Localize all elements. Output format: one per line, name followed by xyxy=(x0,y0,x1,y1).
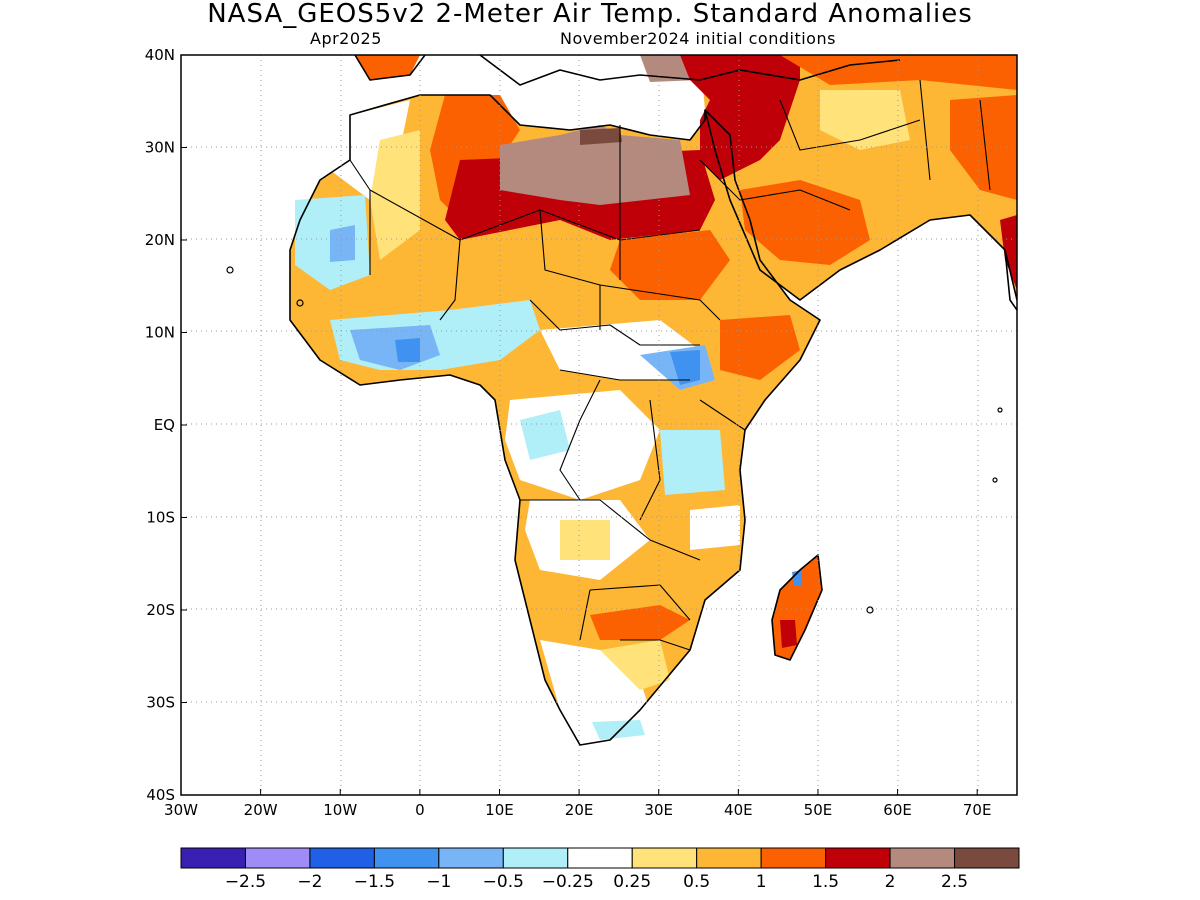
init-conditions-label: November2024 initial conditions xyxy=(560,29,836,48)
lat-tick-label: 40N xyxy=(145,46,175,64)
lon-tick-label: 30E xyxy=(644,801,673,819)
canary-island xyxy=(296,299,304,307)
europe-coastline xyxy=(354,55,901,86)
lat-tick-label: 30S xyxy=(146,694,175,712)
lat-tick-label: 40S xyxy=(146,786,175,804)
anomaly-cyan-sa-coast xyxy=(592,720,645,740)
grid-lines xyxy=(181,55,1017,795)
colorbar-swatch xyxy=(760,847,827,869)
anomaly-orange-botswana xyxy=(590,605,690,640)
colorbar-label: −1.5 xyxy=(354,872,395,892)
colorbar-label: −2.5 xyxy=(225,872,266,892)
anomaly-pos025-sa xyxy=(600,640,670,690)
colorbar-swatch xyxy=(889,847,956,869)
anomaly-white-europe xyxy=(420,55,640,95)
madagascar-coastline xyxy=(771,554,823,661)
valid-month-label: Apr2025 xyxy=(310,29,382,48)
lat-tick-label: 10S xyxy=(146,509,175,527)
colorbar-label: −0.5 xyxy=(483,872,524,892)
india-coastline xyxy=(1004,249,1017,311)
anomaly-darkbrown-libya xyxy=(580,128,622,145)
lon-tick-label: 50E xyxy=(804,801,833,819)
anomaly-orange-arabia xyxy=(740,180,870,265)
anomaly-pos025-angola xyxy=(560,520,610,560)
lat-tick-label: 30N xyxy=(145,139,175,157)
lon-tick-label: 60E xyxy=(883,801,912,819)
anomaly-blue-w xyxy=(330,225,355,262)
lon-tick-label: 10E xyxy=(485,801,514,819)
colorbar-swatch xyxy=(631,847,698,869)
maldives-island xyxy=(997,407,1003,413)
anomaly-brown-sahara xyxy=(500,125,690,205)
lat-tick-label: 20S xyxy=(146,601,175,619)
latitude-axis: 40N 30N 20N 10N EQ 10S 20S 30S 40S xyxy=(145,46,187,804)
anomaly-blue-wafrica2 xyxy=(395,338,420,362)
lon-tick-label: 30W xyxy=(164,801,198,819)
colorbar-swatch xyxy=(954,847,1020,869)
anomaly-red-spain xyxy=(355,55,420,80)
colorbar-label: 0.25 xyxy=(613,872,651,892)
colorbar-swatch xyxy=(438,847,504,869)
lon-tick-label: 20W xyxy=(244,801,278,819)
colorbar-swatch xyxy=(825,847,891,869)
anomaly-orange-horn xyxy=(720,315,800,380)
colorbar-swatch xyxy=(244,847,311,869)
anomaly-blue-madagascar xyxy=(792,570,802,586)
anomaly-white-se xyxy=(690,505,740,550)
colorbar-swatch xyxy=(180,847,246,869)
lon-tick-label: 70E xyxy=(963,801,992,819)
anomaly-cyan-tanzania xyxy=(660,430,725,495)
chart-title: NASA_GEOS5v2 2-Meter Air Temp. Standard … xyxy=(207,0,973,29)
lon-tick-label: 40E xyxy=(724,801,753,819)
anomaly-orange-pakistan xyxy=(950,95,1017,200)
lon-tick-label: 10W xyxy=(323,801,357,819)
mauritius-island xyxy=(866,606,874,614)
colorbar-label: 1.5 xyxy=(812,872,839,892)
africa-coastline xyxy=(289,94,821,746)
cape-verde-island xyxy=(226,266,234,274)
longitude-axis: 30W 20W 10W 0 10E 20E 30E 40E 50E 60E 70E xyxy=(164,789,991,819)
map-area xyxy=(226,55,1017,746)
colorbar-label: −1 xyxy=(426,872,451,892)
lat-tick-label: 10N xyxy=(145,324,175,342)
colorbar-label: −2 xyxy=(297,872,322,892)
anomaly-red-madagascar xyxy=(780,620,797,648)
anomaly-pos025-w xyxy=(370,130,420,260)
anomaly-cyan-congo xyxy=(520,410,570,460)
country-borders xyxy=(349,79,991,651)
chagos-island xyxy=(992,477,998,483)
anomaly-red-india xyxy=(1000,215,1017,290)
lon-tick-label: 20E xyxy=(565,801,594,819)
anomaly-orange-sudan xyxy=(610,230,730,300)
lat-tick-label: 20N xyxy=(145,231,175,249)
colorbar: −2.5 −2 −1.5 −1 −0.5 −0.25 0.25 0.5 1 1.5 2 2.5 xyxy=(180,847,1020,892)
colorbar-label: 0.5 xyxy=(683,872,710,892)
anomaly-pos025-arabia xyxy=(820,90,910,150)
colorbar-label: 2.5 xyxy=(941,872,968,892)
anomaly-blue-ethiopia2 xyxy=(670,350,700,385)
colorbar-label: 1 xyxy=(756,872,767,892)
colorbar-label: 2 xyxy=(885,872,896,892)
colorbar-swatch xyxy=(567,847,633,869)
colorbar-swatch xyxy=(696,847,762,869)
anomaly-orange-iran xyxy=(780,55,1017,90)
colorbar-swatch xyxy=(502,847,569,869)
colorbar-swatch xyxy=(309,847,375,869)
arabia-coastline xyxy=(704,109,1017,301)
anomaly-red-mideast xyxy=(680,55,800,180)
anomaly-white-sa xyxy=(540,640,650,745)
colorbar-label: −0.25 xyxy=(542,872,594,892)
colorbar-swatch xyxy=(373,847,440,869)
lat-tick-label: EQ xyxy=(154,416,175,434)
lon-tick-label: 0 xyxy=(415,801,425,819)
